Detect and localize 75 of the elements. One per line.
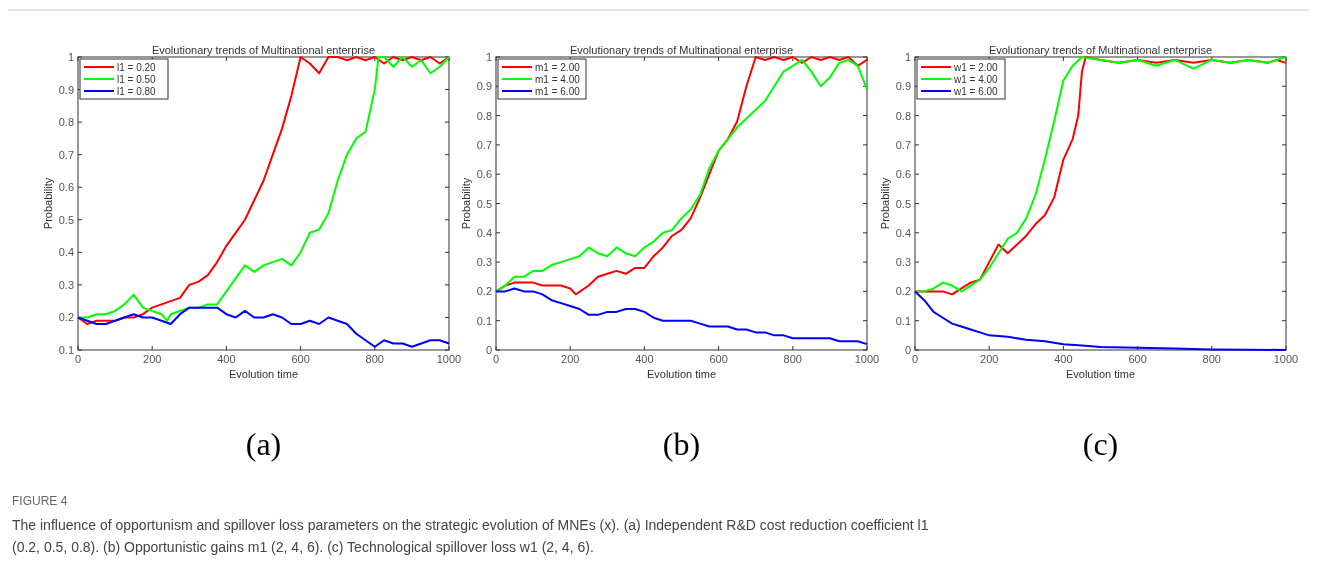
y-tick-label: 0.5 bbox=[895, 197, 911, 210]
y-tick-label: 0.2 bbox=[476, 285, 492, 298]
x-tick-label: 800 bbox=[1202, 353, 1221, 365]
y-tick-label: 0.2 bbox=[58, 311, 74, 324]
y-tick-label: 0.1 bbox=[476, 314, 492, 327]
y-tick-label: 0.8 bbox=[895, 109, 911, 122]
x-tick-label: 800 bbox=[365, 353, 384, 365]
y-tick-label: 0 bbox=[904, 344, 911, 356]
y-tick-label: 1 bbox=[67, 51, 74, 63]
legend-label: m1 = 4.00 bbox=[535, 74, 581, 85]
legend-label: l1 = 0.20 bbox=[117, 62, 157, 73]
y-tick-label: 0.7 bbox=[476, 138, 492, 151]
chart-title: Evolutionary trends of Multinational enterprise bbox=[988, 44, 1213, 56]
x-tick-label: 400 bbox=[1054, 353, 1073, 365]
y-tick-label: 0.8 bbox=[476, 109, 492, 122]
y-tick-label: 0.7 bbox=[58, 148, 74, 161]
y-tick-label: 0.3 bbox=[476, 256, 492, 269]
y-axis-title: Probability bbox=[460, 177, 472, 230]
x-tick-label: 400 bbox=[217, 353, 236, 365]
chart-title: Evolutionary trends of Multinational enterprise bbox=[569, 44, 794, 56]
y-tick-label: 0.9 bbox=[58, 83, 74, 96]
y-tick-label: 0.5 bbox=[58, 213, 74, 226]
y-tick-label: 0.5 bbox=[476, 197, 492, 210]
y-tick-label: 0.7 bbox=[895, 138, 911, 151]
x-tick-label: 0 bbox=[74, 353, 82, 365]
line-series bbox=[495, 287, 868, 346]
x-tick-label: 600 bbox=[1128, 353, 1147, 365]
x-axis-title: Evolution time bbox=[1065, 368, 1136, 380]
y-tick-label: 0.3 bbox=[58, 278, 74, 291]
y-tick-label: 0.3 bbox=[895, 256, 911, 269]
y-tick-label: 0.4 bbox=[58, 246, 74, 259]
y-tick-label: 0.8 bbox=[58, 116, 74, 129]
y-axis-title: Probability bbox=[42, 177, 54, 230]
y-tick-label: 0.4 bbox=[895, 226, 911, 239]
x-tick-label: 1000 bbox=[436, 353, 462, 365]
x-tick-label: 400 bbox=[635, 353, 654, 365]
y-tick-label: 0.6 bbox=[895, 168, 911, 181]
y-axis-title: Probability bbox=[879, 177, 891, 230]
legend-label: w1 = 6.00 bbox=[953, 86, 999, 97]
legend-label: m1 = 6.00 bbox=[535, 86, 581, 97]
text: The influence of opportunism and spillover loss parameters on the strategic evolution of MNEs (x). (a) Independent R&D cost reduction coefficient l1 bbox=[12, 517, 929, 533]
y-tick-label: 0.4 bbox=[476, 226, 492, 239]
legend-label: w1 = 4.00 bbox=[953, 74, 999, 85]
line-series bbox=[914, 290, 1287, 351]
y-tick-label: 1 bbox=[485, 51, 492, 63]
y-tick-label: 0 bbox=[485, 344, 492, 356]
legend-label: w1 = 2.00 bbox=[953, 62, 999, 73]
y-tick-label: 0.9 bbox=[476, 80, 492, 93]
x-tick-label: 200 bbox=[561, 353, 580, 365]
legend-label: l1 = 0.50 bbox=[117, 74, 157, 85]
x-axis-title: Evolution time bbox=[646, 368, 717, 380]
x-tick-label: 200 bbox=[143, 353, 162, 365]
x-axis-title: Evolution time bbox=[228, 368, 299, 380]
x-tick-label: 1000 bbox=[1273, 353, 1299, 365]
y-tick-label: 0.1 bbox=[895, 314, 911, 327]
text: (b) bbox=[662, 426, 701, 462]
caption: FIGURE 4 bbox=[12, 494, 68, 508]
x-tick-label: 800 bbox=[783, 353, 802, 365]
text: (c) bbox=[1082, 426, 1119, 462]
x-tick-label: 200 bbox=[980, 353, 999, 365]
text: (a) bbox=[245, 426, 282, 462]
text: (0.2, 0.5, 0.8). (b) Opportunistic gains m1 (2, 4, 6). (c) Technological spillover loss w1 (2, 4, 6). bbox=[12, 539, 594, 555]
x-tick-label: 1000 bbox=[854, 353, 880, 365]
y-tick-label: 1 bbox=[904, 51, 911, 63]
chart-title: Evolutionary trends of Multinational enterprise bbox=[151, 44, 376, 56]
legend-label: l1 = 0.80 bbox=[117, 86, 157, 97]
y-tick-label: 0.2 bbox=[895, 285, 911, 298]
legend-label: m1 = 2.00 bbox=[535, 62, 581, 73]
y-tick-label: 0.6 bbox=[476, 168, 492, 181]
x-tick-label: 600 bbox=[709, 353, 728, 365]
y-tick-label: 0.9 bbox=[895, 80, 911, 93]
x-tick-label: 600 bbox=[291, 353, 310, 365]
line-series bbox=[77, 306, 450, 348]
y-tick-label: 0.1 bbox=[58, 344, 74, 356]
y-tick-label: 0.6 bbox=[58, 181, 74, 194]
